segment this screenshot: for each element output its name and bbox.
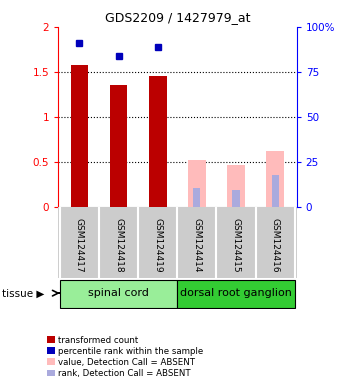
Title: GDS2209 / 1427979_at: GDS2209 / 1427979_at — [105, 11, 250, 24]
Bar — [193, 187, 201, 207]
Bar — [177, 280, 295, 308]
Text: GSM124415: GSM124415 — [232, 218, 240, 273]
Bar — [149, 76, 166, 207]
Bar — [188, 159, 206, 207]
Bar — [233, 190, 239, 207]
Bar — [227, 165, 245, 207]
Text: tissue ▶: tissue ▶ — [2, 289, 44, 299]
Text: dorsal root ganglion: dorsal root ganglion — [180, 288, 292, 298]
Text: GSM124418: GSM124418 — [114, 218, 123, 273]
Text: GSM124417: GSM124417 — [75, 218, 84, 273]
Text: GSM124416: GSM124416 — [271, 218, 280, 273]
Bar — [71, 65, 88, 207]
Text: GSM124419: GSM124419 — [153, 218, 162, 273]
Bar — [60, 280, 177, 308]
Text: spinal cord: spinal cord — [88, 288, 149, 298]
Legend: transformed count, percentile rank within the sample, value, Detection Call = AB: transformed count, percentile rank withi… — [45, 334, 205, 380]
Bar — [266, 151, 284, 207]
Bar — [272, 175, 279, 207]
Text: GSM124414: GSM124414 — [192, 218, 202, 273]
Bar — [110, 84, 128, 207]
